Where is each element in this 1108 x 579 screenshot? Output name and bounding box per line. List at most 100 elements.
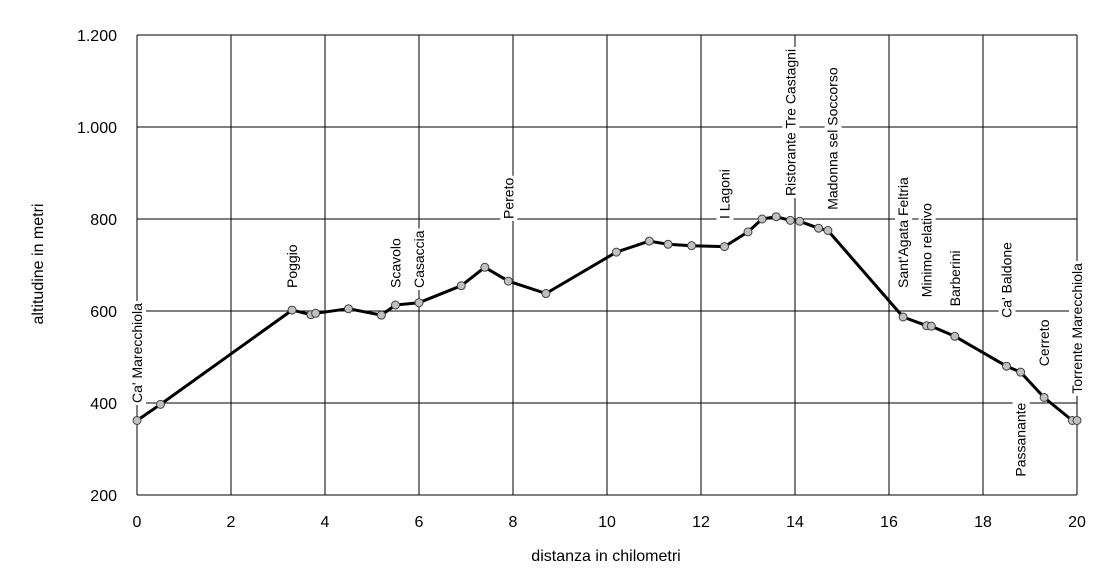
elevation-point	[1039, 392, 1049, 402]
elevation-point	[480, 262, 490, 272]
elevation-point	[611, 247, 621, 257]
x-tick-label: 2	[227, 514, 236, 531]
place-label: Passanante	[1012, 400, 1030, 479]
elevation-point	[644, 236, 654, 246]
place-label-text: Ca' Marecchiola	[129, 303, 145, 403]
elevation-point	[1002, 361, 1011, 371]
place-label: Cerreto	[1036, 317, 1054, 369]
place-label-background	[500, 175, 518, 221]
elevation-point	[814, 223, 823, 233]
place-label: Torrente Marecchiola	[1069, 261, 1086, 396]
grid	[136, 34, 1078, 496]
place-label-background	[895, 175, 913, 290]
x-tick-label: 0	[133, 514, 142, 531]
x-tick-label: 18	[974, 514, 992, 531]
place-label-text: Ca' Baldone	[999, 242, 1015, 318]
place-label-text: Madonna sel Soccorso	[825, 67, 841, 210]
elevation-point	[541, 289, 551, 299]
elevation-point	[344, 304, 353, 314]
elevation-point	[757, 214, 767, 224]
place-label-text: Sant'Agata Feltria	[895, 177, 911, 288]
elevation-line	[136, 215, 1077, 422]
y-tick-label: 400	[90, 396, 117, 413]
place-label-background	[284, 242, 302, 290]
place-label-text: Torrente Marecchiola	[1069, 263, 1085, 394]
elevation-series	[132, 212, 1082, 425]
elevation-point	[743, 227, 753, 237]
x-tick-label: 4	[321, 514, 330, 531]
place-label: Casaccia	[411, 228, 428, 290]
place-label-background	[129, 301, 146, 405]
place-label: Poggio	[284, 242, 302, 290]
x-tick-label: 16	[880, 514, 898, 531]
place-label-background	[946, 248, 964, 309]
y-axis-title: altitudine in metri	[30, 204, 47, 325]
place-label-background	[918, 201, 936, 300]
place-label-text: Scavolo	[388, 238, 404, 288]
place-label-text: Casaccia	[411, 230, 427, 288]
elevation-point	[414, 298, 424, 308]
place-labels: Ca' Marecchiola Poggio Scavolo Casaccia Pere…	[129, 46, 1086, 479]
elevation-point	[795, 216, 805, 226]
place-label-background	[716, 167, 734, 221]
elevation-point	[785, 215, 795, 225]
place-label-text: Passanante	[1013, 402, 1029, 476]
place-label: Pereto	[500, 175, 518, 221]
place-label: Sant'Agata Feltria	[895, 175, 913, 290]
elevation-point	[156, 399, 165, 409]
place-label: Minimo relativo	[918, 201, 936, 300]
place-label-text: Ristorante Tre Castagni	[782, 49, 798, 196]
y-tick-label: 600	[90, 304, 117, 321]
place-label-background	[824, 65, 842, 212]
place-label-background	[1036, 317, 1054, 369]
elevation-point	[950, 331, 960, 341]
place-label: Ca' Marecchiola	[129, 301, 146, 405]
elevation-point	[1016, 367, 1026, 377]
place-label-text: I Lagoni	[717, 169, 733, 219]
elevation-point	[823, 226, 833, 235]
place-label-text: Minimo relativo	[919, 203, 935, 297]
place-label-text: Cerreto	[1036, 319, 1052, 366]
place-label: Ca' Baldone	[998, 240, 1016, 320]
elevation-point	[663, 239, 673, 249]
x-tick-label: 6	[415, 514, 424, 531]
place-label-text: Barberini	[947, 250, 963, 306]
elevation-point	[687, 241, 697, 251]
x-axis-title: distanza in chilometri	[531, 548, 680, 565]
elevation-point	[720, 242, 729, 252]
place-label-background	[411, 228, 428, 290]
elevation-point	[1072, 415, 1082, 425]
place-label-background	[782, 46, 800, 198]
x-tick-label: 10	[598, 514, 616, 531]
x-tick-label: 8	[509, 514, 518, 531]
elevation-point	[376, 310, 386, 320]
place-label-text: Pereto	[500, 178, 516, 219]
elevation-point	[926, 321, 936, 331]
x-tick-label: 14	[786, 514, 804, 531]
tick-labels: 200 400 600 800 1.000 1.200 0 2 4 6 8 10 12 14 16 18 20	[77, 28, 1086, 531]
y-tick-label: 1.200	[77, 28, 117, 45]
y-tick-label: 1.000	[77, 120, 117, 137]
x-tick-label: 12	[692, 514, 710, 531]
place-label: Madonna sel Soccorso	[824, 65, 842, 212]
elevation-point	[898, 312, 908, 322]
elevation-point	[503, 276, 513, 286]
elevation-point	[391, 300, 400, 310]
place-label: Ristorante Tre Castagni	[782, 46, 800, 198]
place-label-background	[1069, 261, 1086, 396]
elevation-point	[771, 212, 781, 222]
elevation-point	[287, 305, 297, 315]
place-label: Barberini	[946, 248, 964, 309]
place-label: I Lagoni	[716, 167, 734, 221]
elevation-point	[132, 415, 142, 425]
x-tick-label: 20	[1068, 514, 1086, 531]
place-label-background	[387, 236, 405, 290]
place-label-background	[998, 240, 1016, 320]
place-label-background	[1012, 400, 1030, 479]
place-label-text: Poggio	[284, 244, 300, 288]
elevation-point	[311, 308, 321, 318]
y-tick-label: 200	[90, 488, 117, 505]
elevation-point	[456, 281, 466, 291]
y-tick-label: 800	[90, 212, 117, 229]
